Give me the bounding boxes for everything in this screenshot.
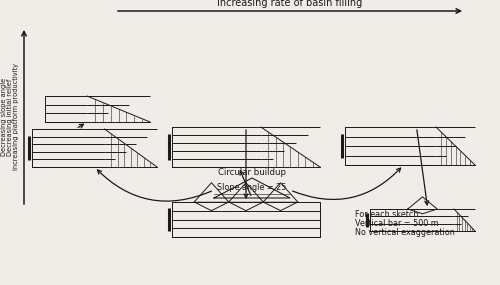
- Text: Vertical bar = 500 m: Vertical bar = 500 m: [355, 219, 439, 228]
- Text: Circular buildup: Circular buildup: [218, 168, 286, 177]
- Text: Decreasing initial relief: Decreasing initial relief: [7, 78, 13, 156]
- Text: Slope angle = 25: Slope angle = 25: [218, 182, 286, 192]
- Text: Increasing platform productivity: Increasing platform productivity: [13, 64, 19, 170]
- Text: No vertical exaggeration: No vertical exaggeration: [355, 228, 455, 237]
- Text: Decreasing slope angle: Decreasing slope angle: [1, 78, 7, 156]
- Text: Increasing rate of basin filling: Increasing rate of basin filling: [218, 0, 362, 8]
- Text: For each sketch:: For each sketch:: [355, 210, 421, 219]
